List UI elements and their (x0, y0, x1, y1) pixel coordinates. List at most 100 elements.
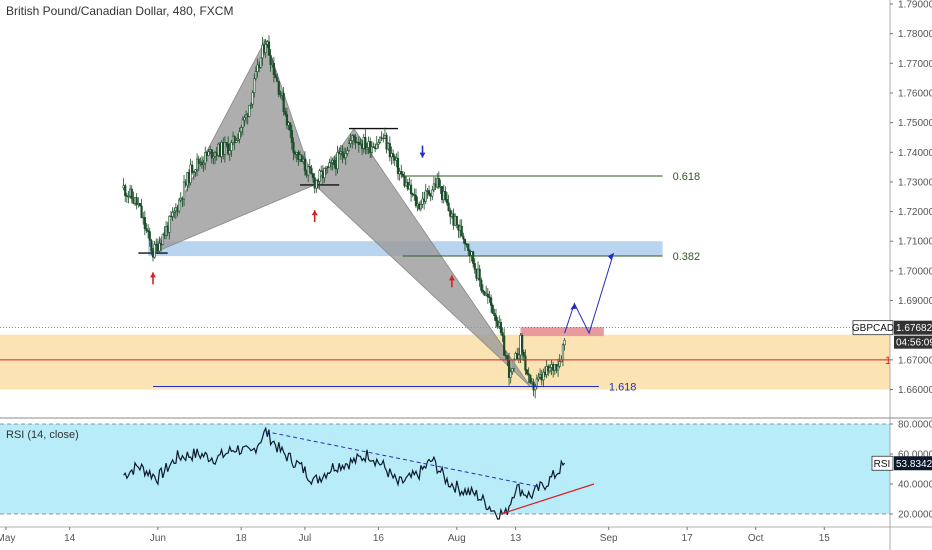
candle-body (414, 195, 418, 207)
candle-body (233, 135, 236, 143)
candle-body (462, 235, 465, 240)
projection-mid-arrow-head (570, 303, 578, 310)
current-price-tag (894, 320, 932, 335)
candle-body (289, 122, 292, 131)
candle-body (489, 297, 493, 306)
time-tick-label: Sep (600, 533, 618, 544)
candle-body (483, 291, 486, 296)
candle-body (308, 166, 311, 169)
candle-body (204, 152, 207, 164)
up-arrow-red-head (311, 210, 318, 216)
candle-body (282, 92, 285, 112)
level-1-label: 1 (885, 355, 891, 367)
price-tick-label: 1.75000 (898, 118, 932, 129)
rsi-band (0, 424, 890, 514)
candle-body (388, 143, 391, 158)
candle-body (230, 142, 233, 151)
candle-body (235, 140, 238, 143)
candle-body (437, 178, 440, 188)
candle-body (447, 202, 450, 211)
candle-body (171, 211, 174, 217)
candle-body (419, 204, 422, 210)
candle-body (524, 355, 527, 371)
candle-body (253, 78, 256, 93)
candle-body (300, 154, 303, 163)
rsi-tick-label: 80.0000 (898, 420, 932, 431)
price-tick-label: 1.74000 (898, 148, 932, 159)
candle-body (499, 322, 503, 333)
time-tick-label: 18 (236, 533, 248, 544)
candle-body (311, 173, 315, 179)
candle-body (192, 171, 195, 174)
candle-body (251, 92, 254, 105)
candle-body (153, 244, 156, 258)
candle-body (147, 230, 150, 232)
rsi-line (123, 426, 566, 520)
candle-body (378, 137, 382, 143)
time-tick-label: Jul (299, 533, 312, 544)
time-tick-label: May (0, 533, 15, 544)
candle-body (347, 143, 351, 152)
candle-body (491, 305, 494, 314)
rsi-tick-label: 40.0000 (898, 480, 932, 491)
candle-body (364, 137, 367, 150)
fib-level-label-0.618: 0.618 (673, 171, 701, 183)
candle-body (424, 190, 427, 202)
candle-body (236, 138, 240, 141)
candle-body (138, 203, 142, 207)
candle-body (467, 243, 470, 251)
rsi-divergence-line-bullish (500, 483, 595, 515)
candle-body (509, 371, 512, 378)
candle-body (529, 374, 532, 384)
candle-body (158, 243, 161, 252)
candle-body (140, 205, 143, 218)
candle-body (503, 335, 506, 356)
candle-body (292, 142, 295, 153)
time-tick-label: 15 (819, 533, 831, 544)
candle-body (264, 44, 267, 53)
projection-path (564, 252, 615, 335)
price-tick-label: 1.77000 (898, 59, 932, 70)
projection-arrow-head (607, 253, 614, 261)
price-tick-label: 1.73000 (898, 177, 932, 188)
candle-body (284, 111, 287, 115)
price-tick-label: 1.66000 (898, 385, 932, 396)
candle-body (148, 231, 151, 241)
candle-body (349, 140, 352, 144)
chart-title: British Pound/Canadian Dollar, 480, FXCM (6, 4, 234, 18)
symbol-tag (852, 320, 894, 336)
candle-body (225, 142, 228, 145)
price-tick-label: 1.71000 (898, 237, 932, 248)
candle-body (494, 315, 498, 322)
candle-body (227, 143, 230, 155)
candle-body (341, 151, 344, 156)
countdown-tag-label: 04:56:09 (896, 338, 932, 349)
candle-body (150, 240, 153, 252)
candle-body (228, 150, 231, 155)
time-tick-label: 14 (64, 533, 76, 544)
symbol-tag-label: GBPCAD (852, 323, 894, 334)
red-zone (520, 327, 604, 337)
candle-body (241, 119, 244, 128)
candle-body (285, 114, 289, 126)
candle-body (449, 210, 452, 217)
price-tick-label: 1.67000 (898, 355, 932, 366)
candle-body (315, 179, 318, 189)
candle-body (521, 335, 524, 353)
candle-body (223, 142, 226, 155)
candle-body (493, 313, 496, 316)
rsi-value-tag-label: 53.8342 (896, 459, 932, 470)
candle-body (413, 194, 416, 196)
candle-body (290, 130, 293, 143)
candle-body (240, 127, 243, 133)
rsi-value-tag (894, 456, 932, 471)
candle-body (277, 81, 280, 95)
candle-body (197, 158, 200, 164)
candle-body (207, 151, 210, 156)
candle-body (202, 162, 205, 165)
candle-body (178, 199, 181, 212)
candle-body (323, 168, 326, 179)
candle-body (173, 210, 176, 213)
candle-body (249, 103, 253, 106)
